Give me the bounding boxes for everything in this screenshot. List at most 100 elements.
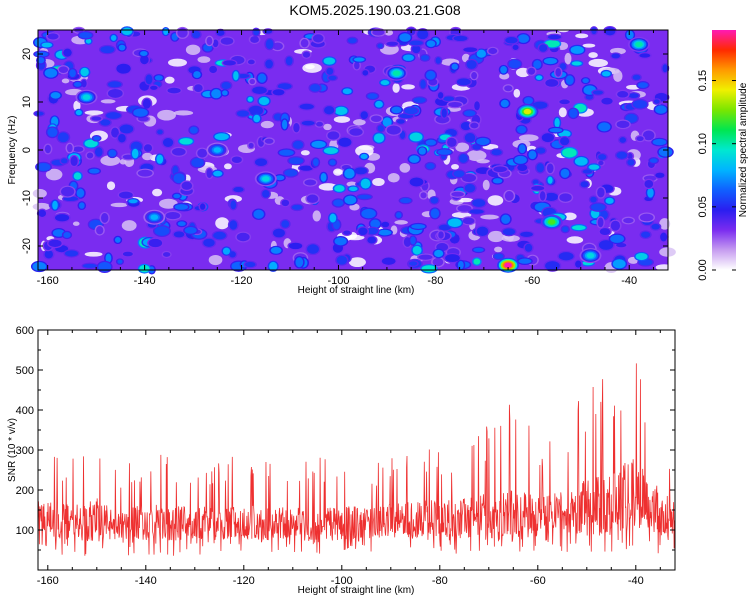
spectrogram-cell [94,224,105,236]
spectrogram-cell [546,175,555,186]
spectrogram-cell [190,29,202,40]
spectrogram-cell [110,202,129,208]
spectrogram-peak [627,36,650,52]
spectrogram-cell [166,86,183,95]
snr-x-ticks: -160 -140 -120 -100 -80 -60 -40 [37,330,661,587]
snr-y-ticks: 100 200 300 400 500 600 [16,325,675,551]
y-tick-label: 400 [16,405,34,417]
spectrogram-peak [143,209,166,225]
spectrogram-cell [472,257,482,266]
spectrogram-cell [560,146,579,159]
spectrogram-cell [173,202,190,212]
spectrogram-cell [446,217,464,229]
spectrogram-peak [385,65,408,81]
spectrogram-cell [36,55,46,65]
spectrogram-cell [33,110,46,117]
spectrogram-cell [65,142,75,154]
spectrogram-cell [379,78,391,87]
spectrogram-cell [176,220,188,228]
spectrogram-cell [429,195,440,205]
spectrogram-cell [596,216,605,229]
spectrogram-cell [223,163,232,170]
spectrogram-cell [195,147,209,159]
spectrogram-cell [360,68,370,77]
spectrogram-cell [61,47,74,58]
spectrogram-cell [589,26,599,36]
spectrogram-cell [513,88,521,98]
spectrogram-cell [553,66,563,78]
spectrogram-cell [333,236,349,247]
x-tick-label: -120 [231,275,253,287]
spectrogram-cell [482,179,490,191]
spectrogram-cell [652,98,662,105]
x-tick-label: -60 [530,575,546,587]
spectrogram-cell [208,254,223,266]
spectrogram-cell [595,186,607,199]
spectrogram-cell [639,230,652,240]
x-tick-label: -140 [134,275,156,287]
spectrogram-cell [173,110,194,116]
spectrogram-cell [63,249,80,258]
spectrogram-cell [99,211,110,225]
spectrogram-cell [319,171,329,183]
spectrogram-cell [459,120,473,132]
spectrogram-cell [269,245,283,255]
spectrogram-cell [35,161,52,173]
spectrogram-cell [604,196,616,206]
spectrogram-x-ticks: -160 -140 -120 -100 -80 -60 -40 [37,30,654,287]
spectrogram-cell [246,95,255,104]
spectrogram-cell [153,74,165,82]
spectrogram-cell [43,143,53,155]
y-tick-label: -10 [21,190,33,206]
spectrogram-cell [649,222,662,231]
spectrogram-cell [609,219,622,232]
spectrogram-cell [72,221,80,226]
spectrogram-cell [401,84,415,90]
spectrogram-cell [461,46,479,54]
y-tick-label: 500 [16,365,34,377]
spectrogram-cell [85,151,95,160]
spectrogram-cell [587,163,601,171]
spectrogram-cell [89,115,103,122]
snr-series-line [38,363,675,556]
spectrogram-cell [353,119,366,126]
spectrogram-cell [75,187,86,199]
spectrogram-cell [418,78,428,90]
spectrogram-cell [358,152,370,161]
spectrogram-cell [602,25,617,37]
spectrogram-cell [480,214,499,220]
spectrogram-cell [624,29,636,41]
spectrogram-cell [648,157,659,165]
spectrogram-cell [171,192,182,200]
spectrogram-cell [503,35,520,45]
spectrogram-cell [262,28,274,35]
figure-title: KOM5.2025.190.03.21.G08 [289,2,461,18]
spectrogram-cell [615,89,630,99]
spectrogram-cell [144,73,154,86]
spectrogram-cell [263,137,275,145]
spectrogram-cell [253,157,269,168]
spectrogram-cell [228,199,238,211]
spectrogram-cell [407,39,425,47]
spectrogram-cell [47,238,64,249]
spectrogram-cell [512,154,529,166]
spectrogram-cell [118,123,135,135]
spectrogram-cell [251,113,262,124]
spectrogram-cell [657,146,674,158]
spectrogram-cell [260,120,274,129]
spectrogram-cell [424,69,438,81]
spectrogram-cell [161,250,172,259]
spectrogram-cell [450,62,460,71]
spectrogram-cell [324,66,335,77]
x-tick-label: -80 [432,575,448,587]
spectrogram-cell [627,92,641,100]
spectrogram-cell [305,193,320,205]
spectrogram-cell [431,256,445,268]
spectrogram-cell [279,219,291,229]
spectrogram-cell [429,207,441,220]
spectrogram-cell [407,154,421,165]
spectrogram-cell [127,197,140,205]
spectrogram-cell [392,83,400,93]
spectrogram-cell [517,143,528,155]
